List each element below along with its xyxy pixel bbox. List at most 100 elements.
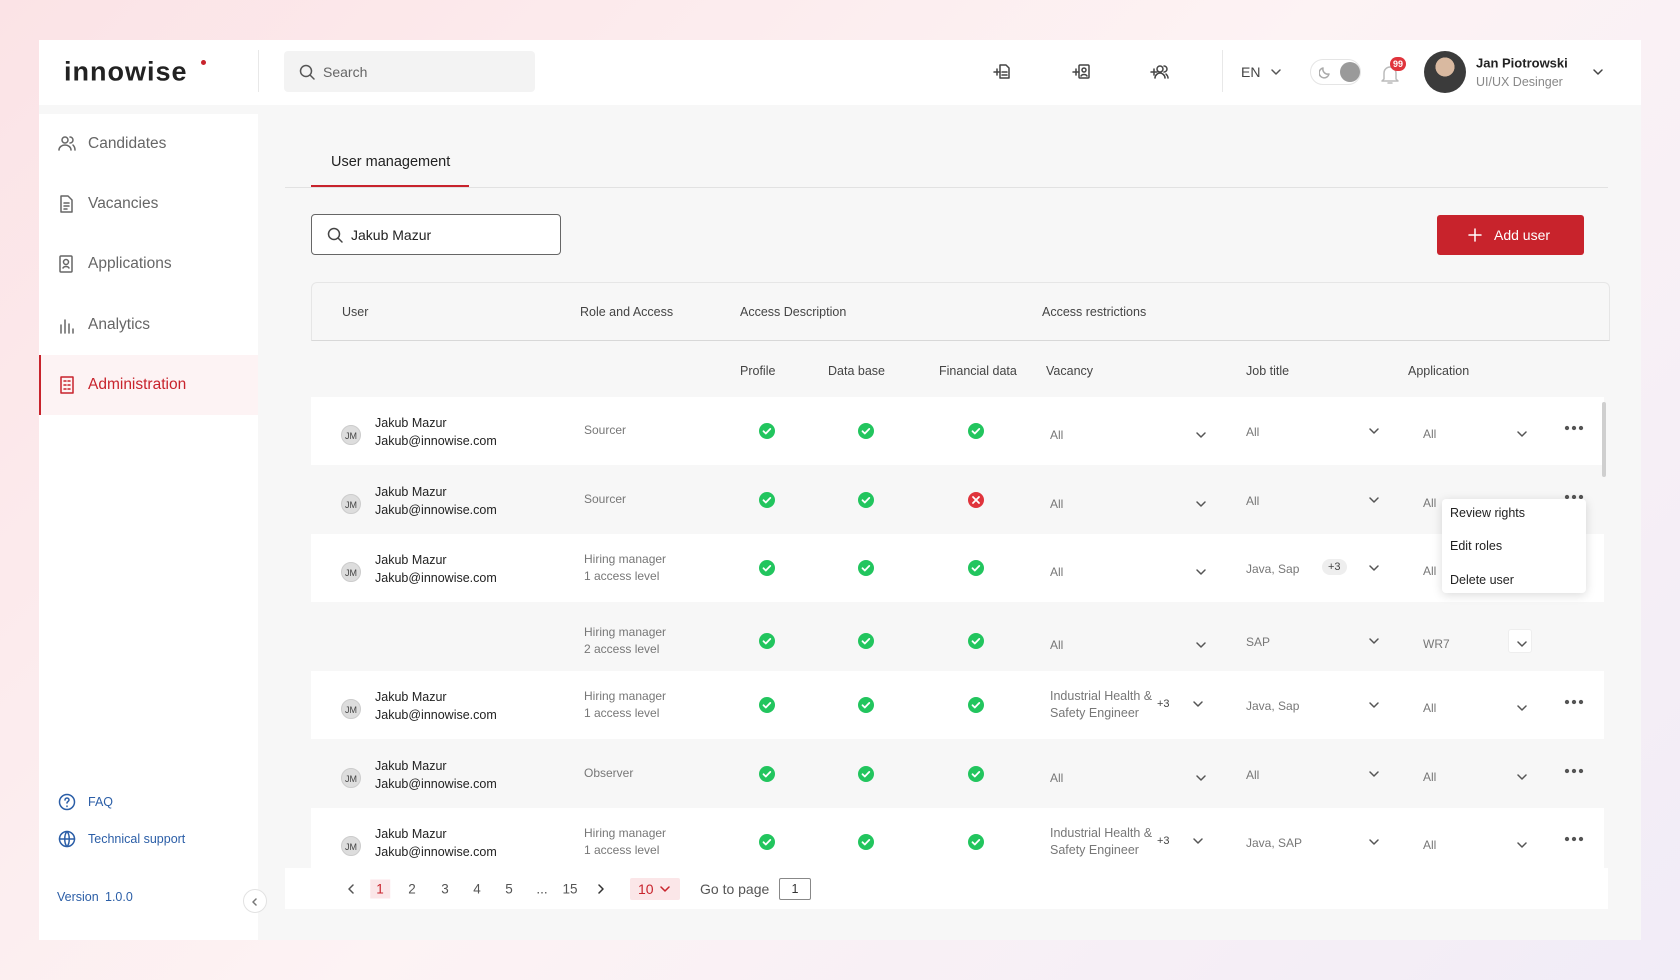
logo-dot bbox=[201, 60, 206, 65]
page-number[interactable]: 3 bbox=[441, 881, 449, 897]
dropdown-chevron[interactable] bbox=[1191, 834, 1205, 848]
application-value: All bbox=[1423, 770, 1437, 784]
row-actions-menu[interactable] bbox=[1564, 693, 1584, 705]
dropdown-chevron[interactable] bbox=[1194, 771, 1208, 785]
nav-item[interactable] bbox=[39, 355, 258, 415]
nav-label[interactable]: Vacancies bbox=[88, 195, 159, 212]
dropdown-chevron[interactable] bbox=[1367, 424, 1381, 438]
dropdown-chevron[interactable] bbox=[1367, 767, 1381, 781]
application-value: All bbox=[1423, 564, 1437, 578]
nav-icon bbox=[57, 375, 77, 395]
context-menu bbox=[1442, 499, 1586, 593]
support-icon[interactable] bbox=[58, 830, 76, 848]
dropdown-chevron[interactable] bbox=[1515, 770, 1529, 784]
dropdown-box bbox=[1508, 629, 1532, 653]
nav-label[interactable]: Administration bbox=[88, 376, 187, 393]
collapse-button[interactable] bbox=[243, 889, 267, 913]
column-group-header: Access restrictions bbox=[1042, 305, 1147, 319]
user-name: Jan Piotrowski bbox=[1476, 55, 1568, 71]
column-group-header: Role and Access bbox=[580, 305, 674, 319]
search-box[interactable] bbox=[284, 51, 535, 92]
page-size-select[interactable] bbox=[630, 878, 680, 900]
dropdown-chevron[interactable] bbox=[1194, 497, 1208, 511]
dropdown-chevron[interactable] bbox=[1515, 637, 1529, 651]
goto-input[interactable] bbox=[779, 878, 811, 900]
next-page[interactable] bbox=[594, 882, 608, 896]
row-actions-menu[interactable] bbox=[1564, 419, 1584, 431]
application-value: All bbox=[1423, 427, 1437, 441]
row-actions-menu[interactable] bbox=[1564, 488, 1584, 500]
page-number[interactable]: 1 bbox=[370, 879, 390, 899]
dropdown-chevron[interactable] bbox=[1194, 565, 1208, 579]
add-user-button[interactable] bbox=[1437, 215, 1584, 255]
quick-create-button[interactable] bbox=[1072, 62, 1106, 82]
page-number[interactable]: 2 bbox=[408, 881, 416, 897]
user-search-input[interactable] bbox=[311, 214, 561, 255]
dropdown-chevron[interactable] bbox=[1269, 65, 1283, 79]
context-menu-item[interactable]: Edit roles bbox=[1450, 539, 1503, 553]
language-select[interactable]: EN bbox=[1241, 64, 1261, 80]
column-header: Profile bbox=[740, 364, 776, 378]
dropdown-chevron[interactable] bbox=[1194, 428, 1208, 442]
support-link[interactable]: Technical support bbox=[88, 832, 186, 846]
dropdown-chevron[interactable] bbox=[1515, 838, 1529, 852]
dropdown-chevron[interactable] bbox=[1367, 835, 1381, 849]
context-menu-item[interactable]: Delete user bbox=[1450, 573, 1514, 587]
nav-label[interactable]: Applications bbox=[88, 255, 172, 272]
user-initials: JM bbox=[345, 431, 357, 441]
column-header: Data base bbox=[828, 364, 885, 378]
page-number[interactable]: 4 bbox=[473, 881, 481, 897]
vacancy-value: All bbox=[1050, 638, 1064, 652]
access-status-icon bbox=[758, 632, 776, 650]
dropdown-chevron[interactable] bbox=[1367, 698, 1381, 712]
support-link[interactable]: FAQ bbox=[88, 795, 114, 809]
table-header bbox=[311, 282, 1610, 341]
access-status-icon bbox=[967, 491, 985, 509]
dropdown-chevron[interactable] bbox=[1515, 701, 1529, 715]
application-value: All bbox=[1423, 496, 1437, 510]
access-status-icon bbox=[758, 559, 776, 577]
table-row bbox=[311, 808, 1604, 876]
row-actions-menu[interactable] bbox=[1564, 762, 1584, 774]
dropdown-chevron[interactable] bbox=[1194, 638, 1208, 652]
user-role: Sourcer bbox=[584, 492, 627, 506]
user-email: Jakub@innowise.com bbox=[375, 708, 497, 722]
page-number[interactable]: 5 bbox=[505, 881, 513, 897]
quick-create-button[interactable] bbox=[993, 62, 1027, 82]
user-role: Hiring manager bbox=[584, 625, 667, 639]
tab[interactable]: User management bbox=[331, 154, 451, 170]
column-header: Financial data bbox=[939, 364, 1017, 378]
header-divider bbox=[1222, 50, 1223, 92]
page-number[interactable]: 15 bbox=[562, 881, 578, 897]
access-status-icon bbox=[967, 765, 985, 783]
support-icon[interactable] bbox=[58, 793, 76, 811]
dropdown-chevron[interactable] bbox=[1367, 561, 1381, 575]
access-status-icon bbox=[857, 632, 875, 650]
user-avatar[interactable] bbox=[1424, 51, 1466, 93]
nav-label[interactable]: Candidates bbox=[88, 135, 167, 152]
search-icon bbox=[298, 63, 316, 81]
role-access-level: 1 access level bbox=[584, 843, 660, 857]
dropdown-chevron[interactable] bbox=[1367, 634, 1381, 648]
prev-page[interactable] bbox=[344, 882, 358, 896]
user-initials-avatar bbox=[341, 699, 361, 719]
scrollbar-thumb bbox=[1602, 402, 1606, 477]
table-row bbox=[311, 740, 1604, 808]
access-status-icon bbox=[758, 422, 776, 440]
page-number[interactable]: ... bbox=[536, 881, 548, 897]
row-actions-menu[interactable] bbox=[1564, 830, 1584, 842]
dropdown-chevron[interactable] bbox=[658, 882, 672, 896]
more-badge: +3 bbox=[1322, 559, 1347, 575]
user-role: Observer bbox=[584, 766, 634, 780]
add-user-label[interactable]: Add user bbox=[1494, 227, 1551, 243]
nav-label[interactable]: Analytics bbox=[88, 316, 151, 333]
dropdown-chevron[interactable] bbox=[1367, 493, 1381, 507]
page-size[interactable]: 10 bbox=[638, 881, 654, 897]
dropdown-chevron[interactable] bbox=[1591, 65, 1605, 79]
context-menu-item[interactable]: Review rights bbox=[1450, 506, 1526, 520]
dropdown-chevron[interactable] bbox=[1191, 697, 1205, 711]
user-initials-avatar bbox=[341, 425, 361, 445]
quick-create-button[interactable] bbox=[1150, 62, 1184, 82]
dropdown-chevron[interactable] bbox=[1515, 427, 1529, 441]
table-row bbox=[311, 466, 1604, 534]
